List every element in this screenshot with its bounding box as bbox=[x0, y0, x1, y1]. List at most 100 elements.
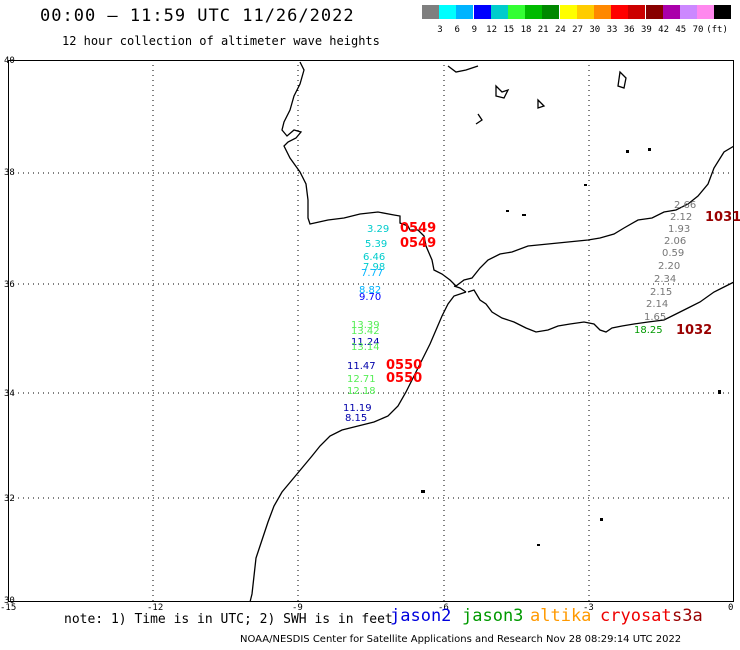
scale-label: 36 bbox=[623, 25, 635, 35]
latitude-label: 36 bbox=[4, 280, 15, 290]
scale-swatch bbox=[508, 5, 525, 19]
longitude-label: -3 bbox=[583, 603, 594, 613]
scale-swatch bbox=[645, 5, 663, 19]
scale-label: 12 bbox=[486, 25, 498, 35]
wave-height-reading: 13.39 bbox=[351, 320, 380, 331]
sardinia-outline bbox=[617, 70, 627, 89]
scale-label: 39 bbox=[640, 25, 652, 35]
wave-height-reading: 13.42 bbox=[351, 326, 380, 337]
wave-height-reading: 2.15 bbox=[650, 287, 673, 298]
map-title: 00:00 — 11:59 UTC 11/26/2022 bbox=[40, 6, 355, 26]
wave-height-reading: 1.93 bbox=[668, 224, 691, 235]
pass-time-label: 0550 bbox=[386, 358, 423, 373]
footnote: note: 1) Time is in UTC; 2) SWH is in fe… bbox=[64, 612, 393, 627]
wave-height-reading: 2.20 bbox=[658, 261, 681, 272]
pass-time-label: 1032 bbox=[676, 323, 713, 338]
wave-height-reading: 13.14 bbox=[351, 342, 380, 353]
latitude-label: 34 bbox=[4, 389, 15, 399]
wave-height-reading: 2.34 bbox=[654, 274, 677, 285]
scale-label: 9 bbox=[471, 25, 478, 35]
coastline bbox=[249, 61, 734, 603]
map-frame bbox=[8, 60, 734, 602]
wave-height-reading: 12.71 bbox=[347, 374, 376, 385]
scale-swatch bbox=[456, 5, 474, 19]
longitude-label: -12 bbox=[147, 603, 164, 613]
wave-height-reading: 2.12 bbox=[670, 212, 693, 223]
scale-label: 45 bbox=[675, 25, 687, 35]
portugal-spain-coast bbox=[281, 61, 734, 287]
scale-label: 70 bbox=[692, 25, 704, 35]
wave-height-reading: 0.59 bbox=[662, 248, 685, 259]
gibraltar-strait bbox=[453, 285, 467, 293]
wave-height-map bbox=[8, 60, 734, 603]
satellite-legend-item: jason3 bbox=[462, 606, 524, 626]
scale-swatch bbox=[594, 5, 611, 19]
balearic-majorca bbox=[495, 84, 510, 99]
scale-label: 42 bbox=[658, 25, 670, 35]
wave-height-reading: 5.39 bbox=[365, 239, 388, 250]
scale-label: 6 bbox=[454, 25, 460, 35]
scale-label: 33 bbox=[606, 25, 618, 35]
scale-swatch bbox=[680, 5, 697, 19]
wave-height-reading: 11.19 bbox=[343, 403, 372, 414]
north-coast-fragment bbox=[447, 65, 479, 73]
pass-time-label: 0550 bbox=[386, 371, 423, 386]
satellite-legend-item: altika bbox=[530, 606, 592, 626]
scale-swatch bbox=[697, 5, 715, 19]
longitude-label: -15 bbox=[0, 603, 17, 613]
scale-label: 18 bbox=[520, 25, 532, 35]
scale-swatch bbox=[422, 5, 439, 19]
wave-height-reading: 8.15 bbox=[345, 413, 368, 424]
scale-label: 21 bbox=[537, 25, 549, 35]
longitude-label: -9 bbox=[292, 603, 303, 613]
island-specks bbox=[421, 148, 721, 546]
satellite-legend-item: cryosat bbox=[600, 606, 672, 626]
wave-height-reading: 2.66 bbox=[674, 200, 697, 211]
map-subtitle: 12 hour collection of altimeter wave hei… bbox=[62, 34, 380, 48]
scale-label: 24 bbox=[554, 25, 566, 35]
latitude-label: 38 bbox=[4, 168, 15, 178]
credit-line: NOAA/NESDIS Center for Satellite Applica… bbox=[240, 634, 682, 645]
latitude-label: 32 bbox=[4, 494, 15, 504]
wave-height-reading: 8.82 bbox=[359, 285, 382, 296]
scale-label: 27 bbox=[572, 25, 584, 35]
scale-swatch bbox=[662, 5, 680, 19]
scale-swatch bbox=[576, 5, 594, 19]
scale-label: 15 bbox=[503, 25, 515, 35]
pass-time-label: 0549 bbox=[400, 221, 437, 236]
scale-swatch bbox=[628, 5, 646, 19]
wave-height-reading: 3.29 bbox=[367, 224, 390, 235]
scale-swatch bbox=[490, 5, 508, 19]
scale-label: (ft) bbox=[706, 25, 728, 35]
scale-swatch bbox=[439, 5, 457, 19]
longitude-label: 0 bbox=[728, 603, 734, 613]
wave-height-reading: 1.65 bbox=[644, 312, 667, 323]
atlantic-morocco-coast bbox=[249, 291, 467, 603]
morocco-algeria-coast bbox=[467, 281, 734, 333]
wave-height-reading: 12.18 bbox=[347, 386, 376, 397]
wave-height-reading: 7.77 bbox=[361, 268, 384, 279]
scale-swatch bbox=[542, 5, 560, 19]
scale-label: 3 bbox=[437, 25, 443, 35]
wave-height-reading: 7.98 bbox=[363, 262, 386, 273]
satellite-legend-item: s3a bbox=[672, 606, 703, 626]
satellite-legend-item: jason2 bbox=[390, 606, 452, 626]
scale-swatch bbox=[714, 5, 732, 19]
scale-swatch bbox=[559, 5, 577, 19]
scale-swatch bbox=[525, 5, 543, 19]
scale-swatch bbox=[611, 5, 629, 19]
latitude-label: 30 bbox=[4, 596, 15, 606]
island-ibiza bbox=[475, 113, 483, 125]
wave-height-reading: 11.24 bbox=[351, 337, 380, 348]
scale-swatch bbox=[473, 5, 491, 19]
pass-time-label: 1031 bbox=[705, 210, 740, 225]
map-gridlines bbox=[8, 60, 734, 602]
scale-label: 30 bbox=[589, 25, 601, 35]
wave-height-reading: 9.70 bbox=[359, 292, 382, 303]
pass-time-label: 0549 bbox=[400, 236, 437, 251]
wave-height-reading: 2.06 bbox=[664, 236, 687, 247]
balearic-minorca bbox=[537, 98, 546, 109]
wave-height-reading: 6.46 bbox=[363, 252, 386, 263]
longitude-label: -6 bbox=[438, 603, 449, 613]
wave-height-reading: 2.14 bbox=[646, 299, 669, 310]
